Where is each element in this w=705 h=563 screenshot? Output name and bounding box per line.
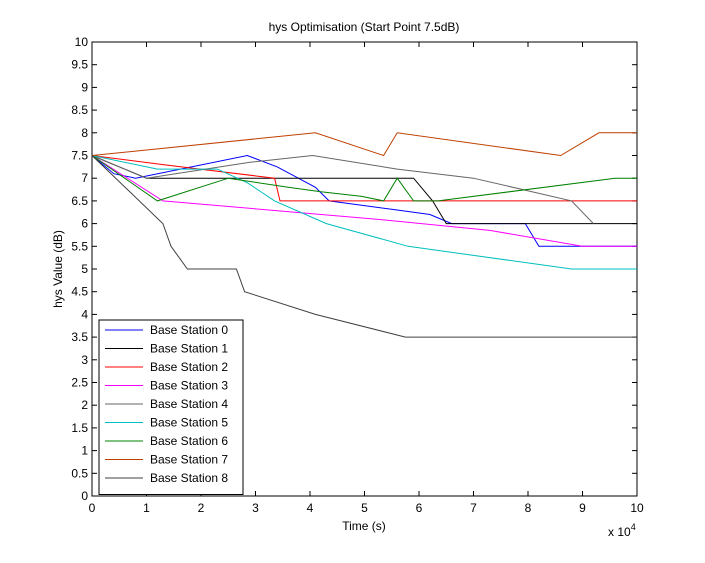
chart-title: hys Optimisation (Start Point 7.5dB) xyxy=(269,20,460,34)
y-tick-label: 2 xyxy=(81,398,88,412)
legend-label-base-station-1: Base Station 1 xyxy=(150,342,228,356)
x-tick-label: 9 xyxy=(579,501,586,515)
y-tick-label: 7 xyxy=(81,171,88,185)
series-line-base-station-4 xyxy=(91,154,594,224)
x-tick-label: 7 xyxy=(470,501,477,515)
x-tick-label: 1 xyxy=(143,501,150,515)
legend-label-base-station-3: Base Station 3 xyxy=(150,379,228,393)
y-tick-label: 0.5 xyxy=(71,466,88,480)
series-line-base-station-5 xyxy=(91,155,637,270)
x-tick-label: 6 xyxy=(416,501,423,515)
x-tick-label: 2 xyxy=(198,501,205,515)
x-tick-label: 0 xyxy=(89,501,96,515)
x-exponent-base: x 10 xyxy=(608,525,631,539)
series-line-base-station-0 xyxy=(91,154,637,247)
y-tick-label: 5.5 xyxy=(71,239,88,253)
series-line-base-station-2 xyxy=(91,155,637,202)
y-tick-label: 5 xyxy=(81,262,88,276)
y-tick-label: 0 xyxy=(81,489,88,503)
x-tick-label: 5 xyxy=(361,501,368,515)
y-axis-label: hys Value (dB) xyxy=(51,230,65,308)
x-tick-label: 10 xyxy=(630,501,644,515)
y-tick-label: 6 xyxy=(81,217,88,231)
x-tick-label: 4 xyxy=(307,501,314,515)
x-axis-label: Time (s) xyxy=(342,519,386,533)
series-line-base-station-8 xyxy=(91,155,637,338)
y-tick-label: 10 xyxy=(75,35,89,49)
y-tick-label: 9 xyxy=(81,80,88,94)
legend-label-base-station-6: Base Station 6 xyxy=(150,434,228,448)
series-line-base-station-1 xyxy=(91,155,637,225)
y-tick-label: 8.5 xyxy=(71,103,88,117)
y-tick-label: 3.5 xyxy=(71,330,88,344)
y-tick-label: 3 xyxy=(81,353,88,367)
x-axis-exponent: x 104 xyxy=(608,522,636,539)
legend-label-base-station-5: Base Station 5 xyxy=(150,416,228,430)
series-line-base-station-3 xyxy=(91,155,637,247)
legend-label-base-station-0: Base Station 0 xyxy=(150,323,228,337)
legend-box xyxy=(98,319,244,495)
y-tick-label: 8 xyxy=(81,126,88,140)
y-tick-label: 1.5 xyxy=(71,421,88,435)
x-tick-label: 8 xyxy=(525,501,532,515)
y-tick-label: 4.5 xyxy=(71,285,88,299)
y-tick-label: 2.5 xyxy=(71,376,88,390)
legend-label-base-station-4: Base Station 4 xyxy=(150,397,228,411)
series-line-base-station-6 xyxy=(91,155,637,202)
plot-area: 0 1 2 3 4 5 6 7 8 9 10 0 0.5 1 1.5 2 2.5 3 3.5 4 4.5 5 5.5 6 6.5… xyxy=(71,35,644,515)
x-tick-label: 3 xyxy=(252,501,259,515)
series-line-base-station-7 xyxy=(91,132,637,157)
legend-label-base-station-8: Base Station 8 xyxy=(150,471,228,485)
y-tick-label: 7.5 xyxy=(71,149,88,163)
y-tick-label: 6.5 xyxy=(71,194,88,208)
y-tick-label: 9.5 xyxy=(71,58,88,72)
legend-label-base-station-7: Base Station 7 xyxy=(150,453,228,467)
y-tick-label: 1 xyxy=(81,444,88,458)
legend-label-base-station-2: Base Station 2 xyxy=(150,360,228,374)
y-tick-label: 4 xyxy=(81,307,88,321)
x-exponent-power: 4 xyxy=(631,522,636,532)
